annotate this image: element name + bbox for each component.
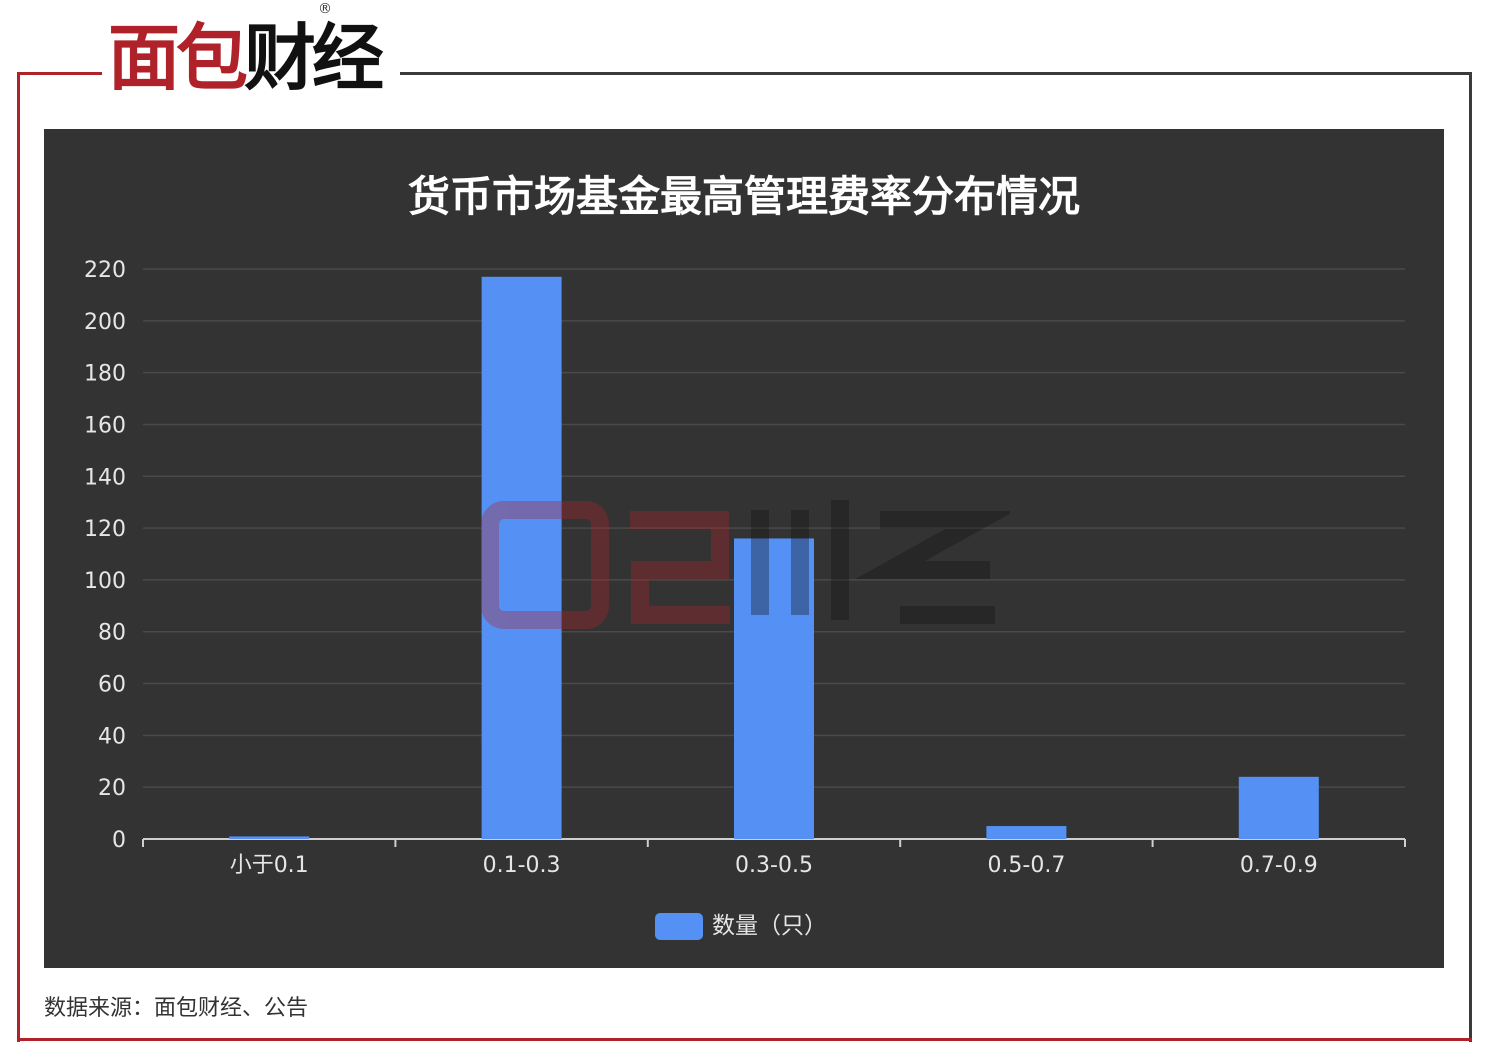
y-tick-label: 180: [84, 362, 126, 387]
y-tick-label: 40: [98, 724, 126, 749]
bar: [734, 538, 814, 839]
legend-swatch: [655, 913, 703, 940]
y-tick-label: 0: [112, 828, 126, 853]
registered-mark: ®: [318, 1, 332, 17]
chart-title: 货币市场基金最高管理费率分布情况: [407, 172, 1080, 221]
data-source-note: 数据来源：面包财经、公告: [44, 996, 309, 1021]
y-tick-label: 220: [84, 258, 126, 283]
chart-panel: 货币市场基金最高管理费率分布情况 0 20 40 60 80 100 120 140 160 18…: [44, 129, 1444, 968]
bar: [481, 276, 562, 839]
brand-logo: 面包财经: [108, 16, 384, 100]
frame-border-top-right: [400, 72, 1472, 75]
y-tick-label: 80: [98, 621, 126, 646]
frame-border-bottom: [17, 1038, 1472, 1041]
y-tick-label: 120: [84, 517, 126, 542]
bar-chart: 0 20 40 60 80 100 120 140 160 180 200 220 小于0.1 0.1-0…: [84, 258, 1406, 940]
x-tick-label: 0.7-0.9: [1240, 853, 1318, 878]
frame-border-top-left: [17, 72, 102, 75]
y-tick-label: 60: [98, 673, 126, 698]
y-tick-label: 140: [84, 465, 126, 490]
y-tick-label: 160: [84, 413, 126, 438]
y-tick-label: 20: [98, 776, 126, 801]
x-tick-label: 小于0.1: [230, 853, 309, 878]
y-tick-label: 200: [84, 310, 126, 335]
frame-border-left: [17, 72, 20, 1042]
bar: [986, 826, 1067, 839]
y-tick-label: 100: [84, 569, 126, 594]
x-tick-label: 0.3-0.5: [735, 853, 813, 878]
x-tick-label: 0.5-0.7: [987, 853, 1065, 878]
legend-label: 数量（只）: [712, 913, 827, 939]
frame-border-right: [1469, 72, 1472, 1042]
x-tick-label: 0.1-0.3: [483, 853, 561, 878]
bar: [229, 836, 310, 839]
bar: [1238, 776, 1319, 839]
